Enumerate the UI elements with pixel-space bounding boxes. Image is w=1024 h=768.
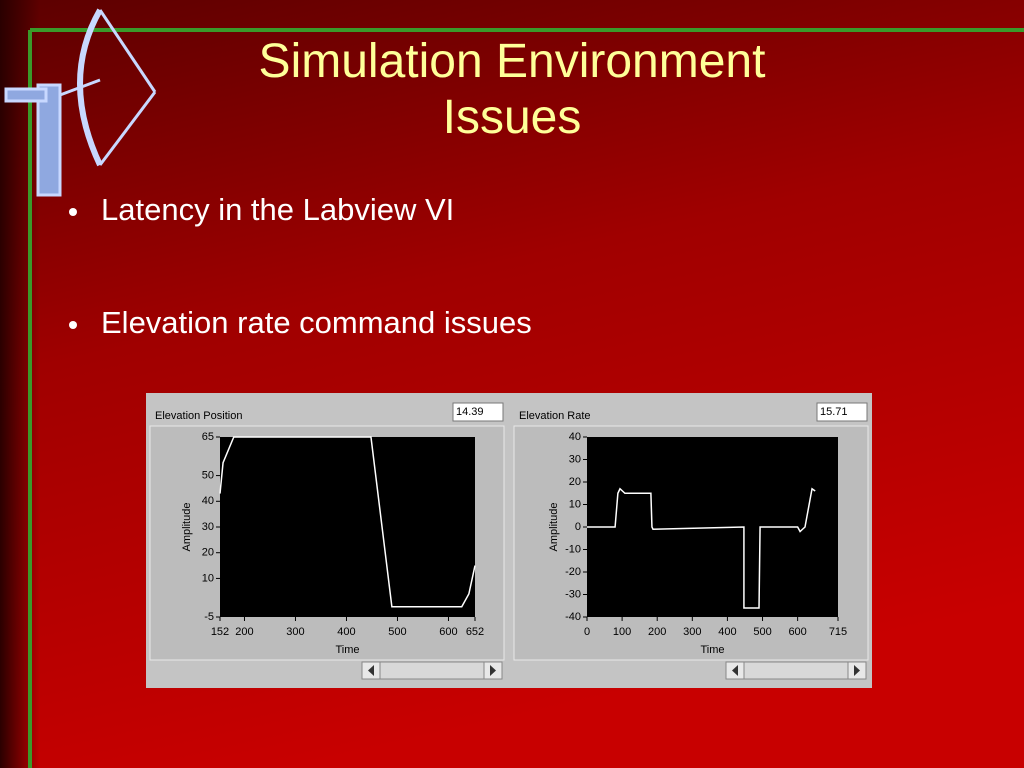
y-tick-label: -20 [565,566,581,578]
y-tick-label: 20 [202,547,214,559]
arrow-glyph [368,665,374,676]
y-tick-label: 20 [569,476,581,488]
y-tick-label: 10 [202,572,214,584]
x-tick-label: 400 [718,626,736,638]
scrollbar [725,661,867,680]
y-axis-label: Amplitude [548,503,560,552]
left-shade [0,0,40,768]
plot-area [220,437,475,617]
data-line [219,436,476,608]
arrow-glyph [854,665,860,676]
arrow-glyph [490,665,496,676]
readout: 14.39 [456,406,484,418]
y-tick-label: 40 [202,495,214,507]
x-tick-label: 600 [788,626,806,638]
bullet-text: Elevation rate command issues [101,305,532,340]
x-tick-label: 200 [235,626,253,638]
arrow-glyph [732,665,738,676]
x-tick-label: 300 [683,626,701,638]
y-tick-label: 40 [569,431,581,443]
x-tick-label: 300 [286,626,304,638]
y-tick-label: 30 [202,521,214,533]
x-tick-label: 652 [466,626,484,638]
bullet-dot [69,321,77,329]
x-axis-label: Time [335,644,359,656]
readout-box [816,402,868,422]
x-tick-label: 100 [613,626,631,638]
x-tick-label: 400 [337,626,355,638]
x-tick-label: 152 [211,626,229,638]
y-tick-label: 50 [202,469,214,481]
readout: 15.71 [820,406,848,418]
y-tick-label: -10 [565,543,581,555]
y-tick-label: -5 [204,611,214,623]
y-tick-label: 65 [202,431,214,443]
y-tick-label: -30 [565,588,581,600]
x-tick-label: 600 [439,626,457,638]
x-tick-label: 500 [388,626,406,638]
y-tick-label: 30 [569,453,581,465]
data-line [587,487,816,609]
x-tick-label: 715 [829,626,847,638]
readout-box [452,402,504,422]
x-tick-label: 0 [584,626,590,638]
chart-title: Elevation Rate [519,410,591,422]
y-tick-label: -40 [565,611,581,623]
bullet-text: Latency in the Labview VI [101,192,455,227]
y-axis-label: Amplitude [181,503,193,552]
scrollbar [361,661,503,680]
chart-title: Elevation Position [155,410,242,422]
y-tick-label: 10 [569,498,581,510]
x-tick-label: 200 [648,626,666,638]
x-axis-label: Time [700,644,724,656]
plot-area [587,437,838,617]
y-tick-label: 0 [575,521,581,533]
antenna-icon [4,8,157,197]
bullet-dot [69,208,77,216]
x-tick-label: 500 [753,626,771,638]
slide-title: Simulation Environment Issues [258,35,766,144]
